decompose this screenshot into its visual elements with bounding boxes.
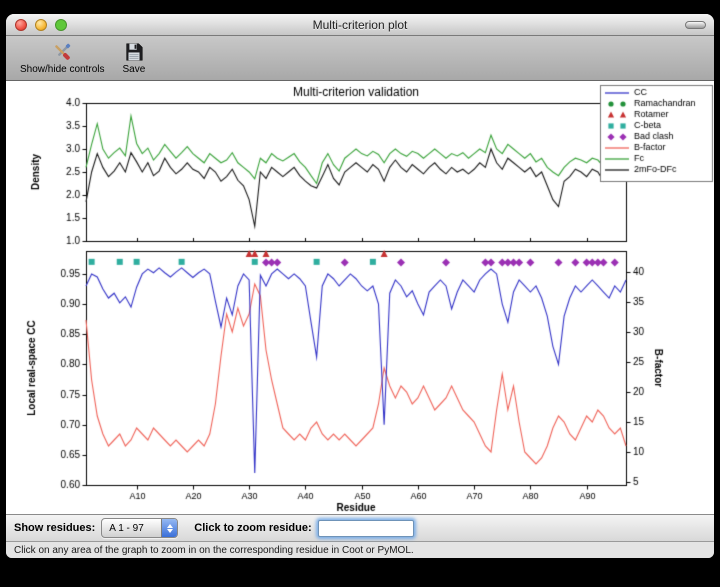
toolbar-toggle-button[interactable] — [685, 21, 706, 29]
status-bar: Click on any area of the graph to zoom i… — [6, 541, 714, 558]
window-title: Multi-criterion plot — [312, 17, 408, 32]
tools-icon — [49, 39, 75, 65]
show-hide-controls-label: Show/hide controls — [20, 64, 105, 75]
toolbar: Show/hide controls Save — [6, 36, 714, 81]
close-button[interactable] — [15, 19, 27, 31]
zoom-residue-input[interactable] — [317, 519, 414, 537]
zoom-button[interactable] — [55, 19, 67, 31]
save-icon — [123, 39, 145, 65]
traffic-lights — [15, 19, 67, 31]
show-residues-value: A 1 - 97 — [109, 522, 144, 534]
titlebar[interactable]: Multi-criterion plot — [6, 14, 714, 36]
show-hide-controls-button[interactable]: Show/hide controls — [14, 38, 111, 76]
save-button[interactable]: Save — [117, 38, 152, 76]
controls-bar: Show residues: A 1 - 97 Click to zoom re… — [6, 514, 714, 541]
minimize-button[interactable] — [35, 19, 47, 31]
figure-canvas[interactable] — [6, 81, 714, 514]
show-residues-select[interactable]: A 1 - 97 — [101, 518, 179, 538]
status-text: Click on any area of the graph to zoom i… — [14, 544, 414, 556]
save-label: Save — [122, 64, 146, 75]
plot-area — [6, 81, 714, 514]
show-residues-label: Show residues: — [14, 522, 96, 534]
zoom-residue-label: Click to zoom residue: — [194, 522, 312, 534]
stepper-icon — [161, 519, 178, 537]
window: Multi-criterion plot — [6, 14, 714, 558]
